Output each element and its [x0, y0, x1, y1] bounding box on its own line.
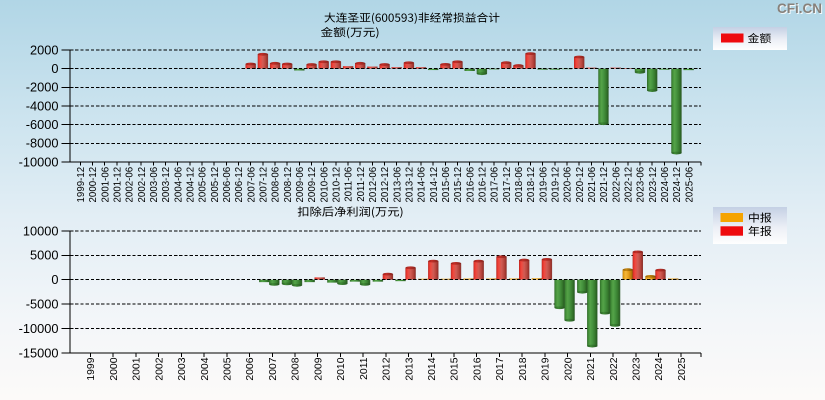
- svg-text:2003-06: 2003-06: [149, 167, 160, 203]
- svg-text:2015: 2015: [450, 357, 461, 380]
- svg-text:2009-12: 2009-12: [307, 167, 318, 203]
- svg-text:2008-06: 2008-06: [271, 167, 282, 203]
- svg-text:-8000: -8000: [26, 136, 59, 151]
- svg-text:1999: 1999: [86, 357, 97, 380]
- svg-text:2002: 2002: [154, 357, 165, 380]
- svg-text:2012-06: 2012-06: [368, 167, 379, 203]
- svg-text:2014: 2014: [427, 357, 438, 380]
- svg-text:2018-06: 2018-06: [514, 167, 525, 203]
- svg-text:2007-06: 2007-06: [246, 167, 257, 203]
- svg-text:2023: 2023: [631, 357, 642, 380]
- svg-text:2014-12: 2014-12: [429, 167, 440, 203]
- svg-text:2007-12: 2007-12: [258, 167, 269, 203]
- svg-text:-4000: -4000: [26, 98, 59, 113]
- svg-text:2002-12: 2002-12: [137, 167, 148, 203]
- svg-text:-10000: -10000: [19, 154, 59, 169]
- svg-text:2017: 2017: [495, 357, 506, 380]
- svg-text:-10000: -10000: [19, 321, 59, 336]
- svg-text:CFi.CN: CFi.CN: [777, 1, 822, 16]
- svg-text:2010-12: 2010-12: [331, 167, 342, 203]
- svg-text:2025-06: 2025-06: [684, 167, 695, 203]
- svg-text:2021: 2021: [586, 357, 597, 380]
- svg-text:2014-06: 2014-06: [417, 167, 428, 203]
- svg-text:2013-06: 2013-06: [392, 167, 403, 203]
- svg-text:2015-12: 2015-12: [453, 167, 464, 203]
- svg-text:CFi.CN: CFi.CN: [778, 2, 823, 17]
- svg-text:2001-06: 2001-06: [100, 167, 111, 203]
- svg-text:2023-06: 2023-06: [636, 167, 647, 203]
- svg-text:2018: 2018: [518, 357, 529, 380]
- svg-text:2010-06: 2010-06: [319, 167, 330, 203]
- svg-text:2019-06: 2019-06: [538, 167, 549, 203]
- svg-text:2016-06: 2016-06: [465, 167, 476, 203]
- svg-text:2011: 2011: [359, 357, 370, 380]
- svg-text:2006-06: 2006-06: [222, 167, 233, 203]
- svg-text:2002-06: 2002-06: [125, 167, 136, 203]
- svg-text:2018-12: 2018-12: [526, 167, 537, 203]
- svg-text:2006: 2006: [245, 357, 256, 380]
- svg-text:-15000: -15000: [19, 345, 59, 360]
- svg-text:2017-06: 2017-06: [490, 167, 501, 203]
- svg-text:2021-12: 2021-12: [599, 167, 610, 203]
- svg-text:2024-06: 2024-06: [660, 167, 671, 203]
- svg-text:2004: 2004: [200, 357, 211, 380]
- svg-text:2022-12: 2022-12: [623, 167, 634, 203]
- svg-text:-2000: -2000: [26, 80, 59, 95]
- svg-text:2007: 2007: [268, 357, 279, 380]
- svg-text:2004-06: 2004-06: [173, 167, 184, 203]
- svg-text:2005-12: 2005-12: [210, 167, 221, 203]
- svg-text:2019-12: 2019-12: [550, 167, 561, 203]
- svg-text:2011-06: 2011-06: [344, 167, 355, 202]
- svg-text:2003: 2003: [177, 357, 188, 380]
- svg-text:2016-12: 2016-12: [477, 167, 488, 203]
- svg-text:0: 0: [51, 61, 58, 76]
- svg-text:2009: 2009: [313, 357, 324, 380]
- svg-text:2020: 2020: [563, 357, 574, 380]
- svg-text:2012-12: 2012-12: [380, 167, 391, 203]
- svg-text:2015-06: 2015-06: [441, 167, 452, 203]
- svg-text:2022-06: 2022-06: [611, 167, 622, 203]
- svg-text:2005: 2005: [223, 357, 234, 380]
- svg-text:2016: 2016: [472, 357, 483, 380]
- svg-text:1999-12: 1999-12: [76, 167, 87, 203]
- svg-text:2022: 2022: [609, 357, 620, 380]
- svg-text:2009-06: 2009-06: [295, 167, 306, 203]
- svg-text:2017-12: 2017-12: [502, 167, 513, 203]
- svg-text:2025: 2025: [677, 357, 688, 380]
- svg-text:2001-12: 2001-12: [113, 167, 124, 203]
- svg-text:2024-12: 2024-12: [672, 167, 683, 203]
- svg-text:-5000: -5000: [26, 297, 59, 312]
- svg-text:2011-12: 2011-12: [356, 167, 367, 202]
- svg-text:0: 0: [51, 272, 58, 287]
- svg-text:2021-06: 2021-06: [587, 167, 598, 203]
- svg-text:2004-12: 2004-12: [185, 167, 196, 203]
- svg-text:2013: 2013: [404, 357, 415, 380]
- svg-text:2024: 2024: [654, 357, 665, 380]
- svg-text:2019: 2019: [541, 357, 552, 380]
- svg-text:2020-06: 2020-06: [563, 167, 574, 203]
- svg-text:2000: 2000: [30, 42, 58, 57]
- svg-text:-6000: -6000: [26, 117, 59, 132]
- svg-text:2023-12: 2023-12: [648, 167, 659, 203]
- svg-text:2008-12: 2008-12: [283, 167, 294, 203]
- svg-text:2000-12: 2000-12: [88, 167, 99, 203]
- svg-text:2005-06: 2005-06: [198, 167, 209, 203]
- svg-text:2003-12: 2003-12: [161, 167, 172, 203]
- svg-text:2008: 2008: [291, 357, 302, 380]
- svg-text:2020-12: 2020-12: [575, 167, 586, 203]
- svg-text:2000: 2000: [109, 357, 120, 380]
- svg-text:2006-12: 2006-12: [234, 167, 245, 203]
- svg-text:2010: 2010: [336, 357, 347, 380]
- svg-text:10000: 10000: [23, 223, 59, 238]
- svg-text:2012: 2012: [382, 357, 393, 380]
- svg-text:2001: 2001: [132, 357, 143, 380]
- svg-text:2013-12: 2013-12: [404, 167, 415, 203]
- svg-text:5000: 5000: [30, 248, 58, 263]
